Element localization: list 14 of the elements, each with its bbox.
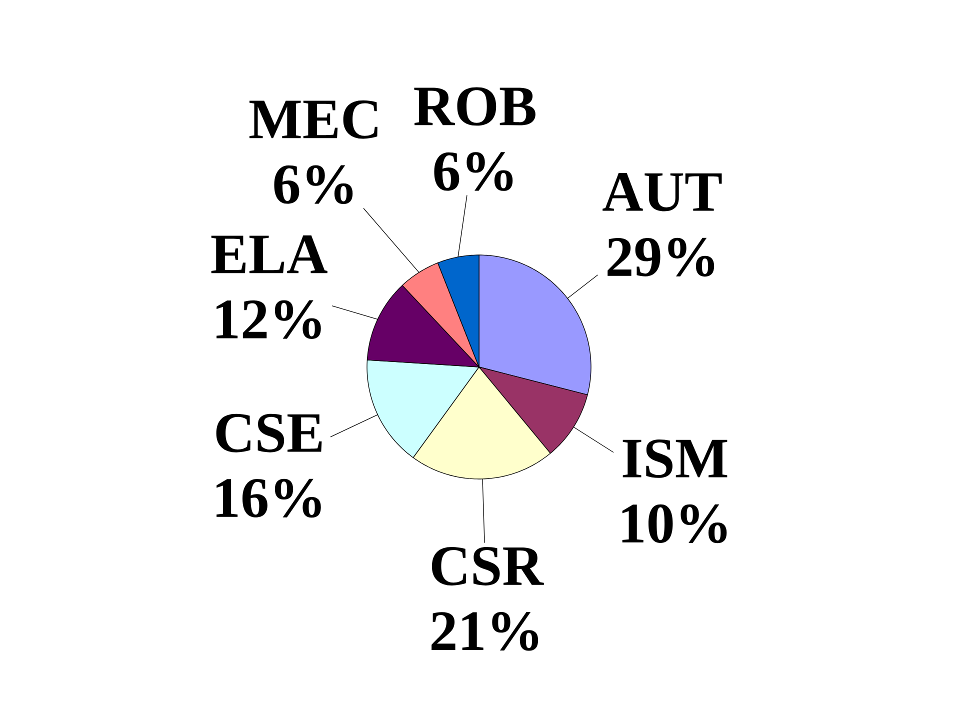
slice-label: ROB <box>414 87 536 126</box>
slice-label: AUT <box>602 173 722 212</box>
data-label: 16% <box>216 478 321 518</box>
data-label: 12% <box>216 300 321 339</box>
data-label: 10% <box>622 504 727 544</box>
slice-label: CSE <box>216 414 322 452</box>
data-label: 6% <box>274 165 353 204</box>
slice-label: ELA <box>211 235 328 274</box>
data-label: 29% <box>608 238 714 277</box>
data-label: 6% <box>434 152 513 191</box>
data-label: 21% <box>432 612 538 651</box>
slice-label: CSR <box>432 547 544 586</box>
slice-label: ISM <box>622 439 728 478</box>
slice-label: MEC <box>249 100 378 139</box>
